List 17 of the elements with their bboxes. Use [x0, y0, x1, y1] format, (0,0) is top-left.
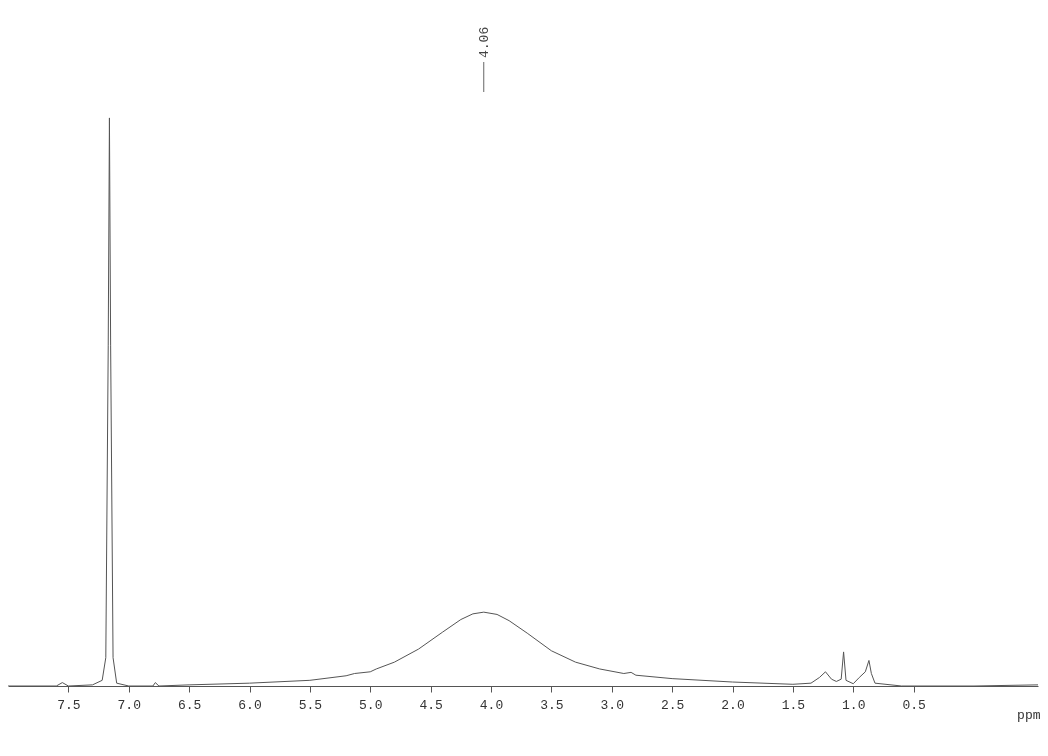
x-tick-label: 5.0: [359, 697, 383, 713]
x-axis-title: ppm: [1017, 707, 1041, 723]
x-tick-label: 1.5: [781, 697, 806, 713]
x-tick-label: 7.0: [117, 697, 141, 713]
x-tick-label: 2.0: [721, 697, 745, 713]
x-tick-label: 7.5: [57, 697, 81, 713]
x-tick-label: 0.5: [902, 697, 926, 713]
x-tick-label: 3.5: [540, 697, 564, 713]
x-tick-label: 6.0: [238, 697, 262, 713]
x-tick-label: 6.5: [177, 697, 202, 713]
x-tick-label: 4.0: [479, 697, 504, 713]
annotation: 4.06: [476, 26, 492, 58]
x-tick-label: 3.0: [600, 697, 624, 713]
x-tick-label: 1.0: [842, 697, 866, 713]
x-tick-label: 5.5: [298, 697, 323, 713]
x-tick-label: 2.5: [660, 697, 685, 713]
x-tick-label: 4.5: [419, 697, 443, 713]
